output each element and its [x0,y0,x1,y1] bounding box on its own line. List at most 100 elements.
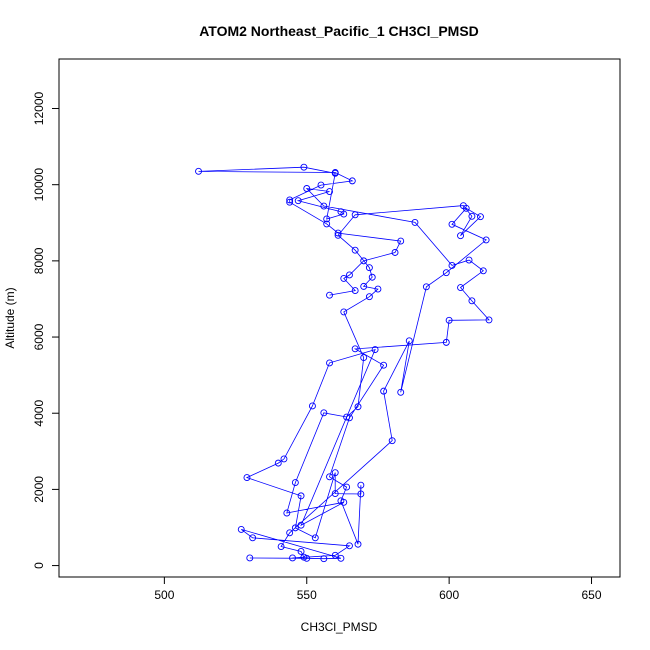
data-point [485,316,493,324]
data-point [340,308,348,316]
data-point [351,345,359,353]
data-point [357,490,365,498]
data-point [326,291,333,299]
data-point [346,414,353,422]
data-point [334,229,342,237]
data-point [346,542,353,550]
data-point [340,274,348,282]
data-point [294,197,302,205]
data-point [371,346,379,354]
data-point [274,459,282,467]
data-point [249,534,257,542]
data-point [448,261,456,269]
data-point [308,402,316,410]
data-point [326,188,333,195]
y-axis: 0 2000 4000 6000 8000 10000 12000 [32,92,60,569]
x-axis: 500 550 600 650 [154,576,602,602]
data-point [243,474,251,482]
series-layer [195,163,493,563]
data-point [283,509,291,517]
data-point [380,387,388,395]
data-point [331,490,339,498]
data-point [468,212,476,220]
data-point [374,285,382,293]
data-point [448,220,456,228]
data-point [346,271,353,279]
data-point [331,469,339,477]
data-point [277,543,285,550]
data-point [357,481,365,489]
data-point [351,246,359,254]
data-point [331,551,339,559]
data-point [397,388,405,396]
data-point [291,479,299,486]
data-point [280,455,288,463]
data-point [348,177,356,185]
data-point [195,167,202,175]
data-point [300,553,308,561]
data-point [365,264,373,272]
data-point [457,284,464,291]
data-point [300,163,308,171]
data-point [465,256,473,264]
data-point [331,169,339,176]
x-tick-label: 650 [582,588,602,602]
data-point [286,198,294,206]
data-point [323,220,331,228]
data-point [323,215,331,223]
data-point [289,554,296,562]
data-point [360,257,368,265]
data-point [360,282,368,290]
data-point [311,534,319,542]
y-tick-label: 8000 [32,247,46,274]
data-point [479,267,487,275]
chart-title: ATOM2 Northeast_Pacific_1 CH3Cl_PMSD [199,23,479,39]
data-point [320,555,328,563]
data-point [297,548,305,555]
data-point [442,338,450,346]
data-point [368,273,376,281]
data-point [405,337,413,345]
data-point [380,361,388,369]
data-point [326,359,333,367]
y-tick-label: 6000 [32,323,46,350]
y-tick-label: 2000 [32,476,46,503]
data-point [317,181,325,189]
x-tick-label: 600 [439,588,459,602]
data-point [411,218,419,226]
data-point [320,409,328,417]
data-point [337,554,345,562]
data-point [337,497,345,505]
data-point [246,554,254,562]
data-point [442,269,450,277]
data-point [445,316,453,324]
data-point [477,213,484,221]
data-point [391,249,399,256]
x-tick-label: 500 [154,588,174,602]
data-point [343,483,351,491]
data-point [351,211,359,219]
data-point [422,283,430,291]
data-point [326,473,333,481]
data-point [459,202,467,210]
data-point [286,196,294,204]
y-axis-label: Altitude (m) [3,287,17,348]
data-point [354,403,362,411]
data-point [388,437,396,445]
data-point [365,293,373,301]
data-point [397,237,405,245]
data-point [286,529,294,537]
y-tick-label: 0 [32,562,46,569]
y-tick-label: 4000 [32,400,46,427]
data-point [343,413,351,421]
data-point [340,210,348,218]
data-point [351,287,359,295]
data-point [468,297,476,305]
data-point [297,492,305,500]
y-tick-label: 12000 [32,92,46,126]
data-point [320,202,328,210]
data-point [334,231,342,239]
data-point [457,232,464,240]
data-point [360,354,368,362]
